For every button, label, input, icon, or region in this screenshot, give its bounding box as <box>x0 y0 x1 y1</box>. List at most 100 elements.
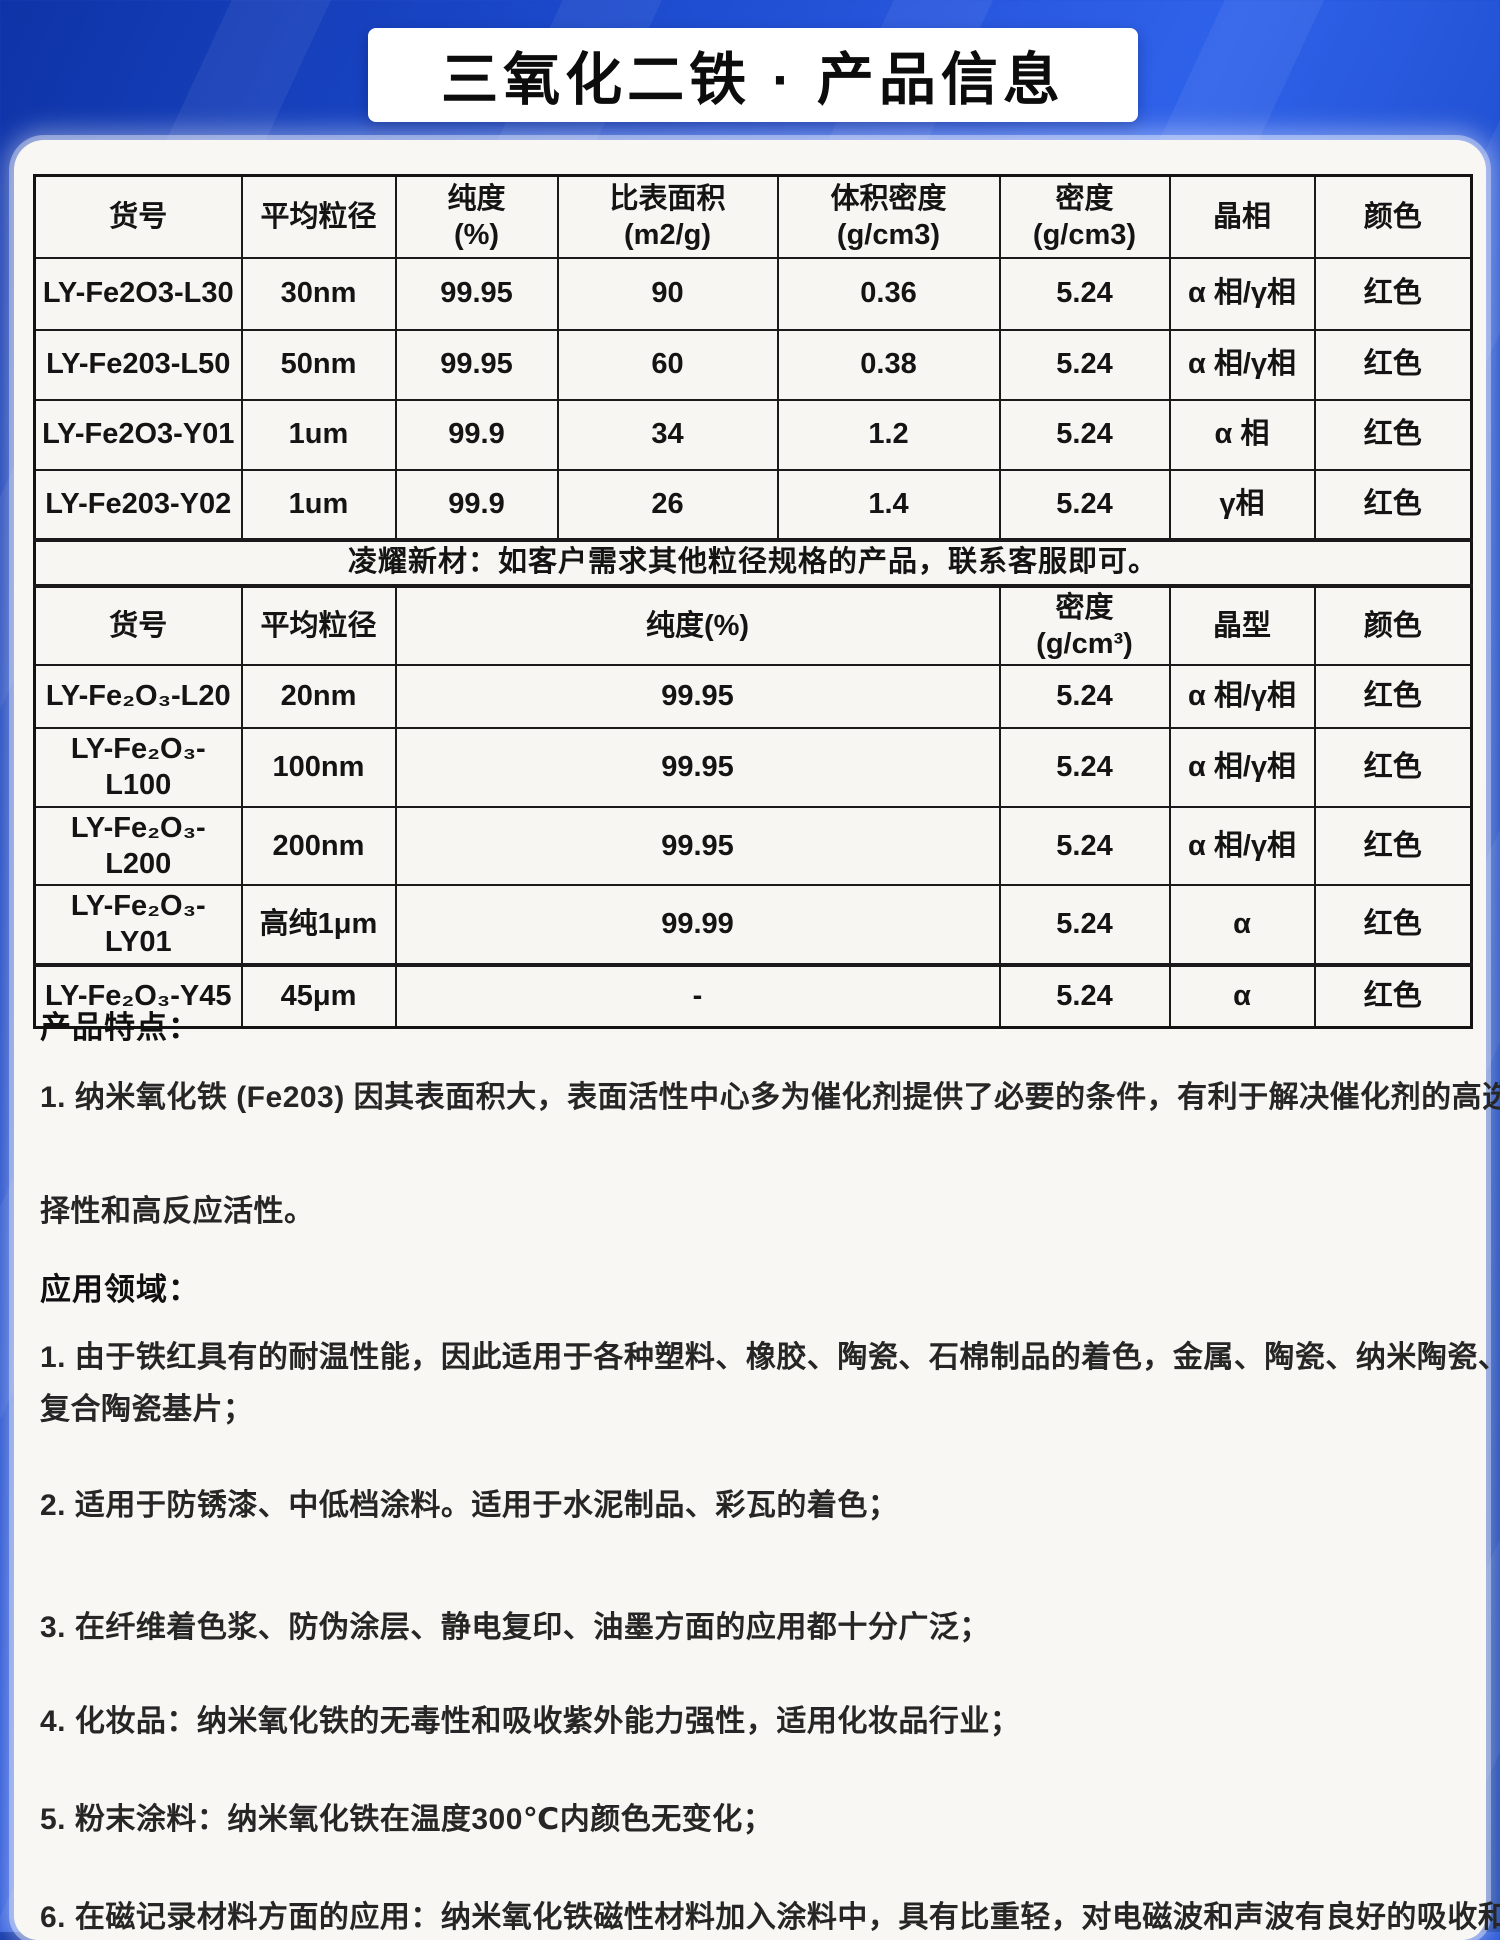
cell-particle-size: 45μm <box>240 962 397 1029</box>
cell-purity: 99.9 <box>394 468 559 541</box>
application-item-6: 6. 在磁记录材料方面的应用：纳米氧化铁磁性材料加入涂料中，具有比重轻，对电磁波… <box>40 1901 1500 1934</box>
features-line-1: 1. 纳米氧化铁 (Fe203) 因其表面积大，表面活性中心多为催化剂提供了必要… <box>40 1081 1500 1114</box>
column-header: 密度 (g/cm3) <box>998 174 1171 259</box>
cell-particle-size: 1um <box>240 398 397 471</box>
cell-item-code: LY-Fe₂O₃-L100 <box>33 727 243 808</box>
cell-bulk-density: 0.38 <box>776 328 1001 401</box>
cell-bulk-density: 1.2 <box>776 398 1001 471</box>
column-header: 颜色 <box>1313 583 1473 666</box>
product-spec-table: 货号 平均粒径 纯度 (%) 比表面积 (m2/g) 体积密度 (g/cm3) … <box>33 174 1473 1029</box>
table1-header-row: 货号 平均粒径 纯度 (%) 比表面积 (m2/g) 体积密度 (g/cm3) … <box>33 174 1473 259</box>
cell-purity: 99.95 <box>394 256 559 331</box>
cell-surface-area: 26 <box>556 468 779 541</box>
table-row-l200: LY-Fe₂O₃-L200 200nm 99.95 5.24 α 相/γ相 红色 <box>33 805 1473 886</box>
cell-density: 5.24 <box>998 727 1171 808</box>
features-line-2: 择性和高反应活性。 <box>40 1195 315 1228</box>
cell-density: 5.24 <box>998 468 1171 541</box>
table-row-l100: LY-Fe₂O₃-L100 100nm 99.95 5.24 α 相/γ相 红色 <box>33 727 1473 808</box>
cell-particle-size: 30nm <box>240 256 397 331</box>
cell-particle-size: 1um <box>240 468 397 541</box>
cell-item-code: LY-Fe2O3-Y01 <box>33 398 243 471</box>
cell-color: 红色 <box>1313 884 1473 966</box>
cell-surface-area: 60 <box>556 328 779 401</box>
cell-color: 红色 <box>1313 805 1473 886</box>
column-header: 货号 <box>33 174 243 259</box>
cell-crystal-type: α 相/γ相 <box>1168 727 1316 808</box>
table-row-y02: LY-Fe203-Y02 1um 99.9 26 1.4 5.24 γ相 红色 <box>33 468 1473 541</box>
application-item-1-line-2: 复合陶瓷基片； <box>40 1393 254 1426</box>
application-item-1-line-1: 1. 由于铁红具有的耐温性能，因此适用于各种塑料、橡胶、陶瓷、石棉制品的着色，金… <box>40 1341 1500 1374</box>
cell-crystal-phase: γ相 <box>1168 468 1316 541</box>
cell-crystal-type: α 相/γ相 <box>1168 664 1316 729</box>
cell-bulk-density: 0.36 <box>776 256 1001 331</box>
cell-color: 红色 <box>1313 727 1473 808</box>
cell-item-code: LY-Fe203-L50 <box>33 328 243 401</box>
cell-color: 红色 <box>1313 256 1473 331</box>
cell-surface-area: 34 <box>556 398 779 471</box>
column-header: 密度 (g/cm³) <box>998 583 1171 666</box>
column-header: 颜色 <box>1313 174 1473 259</box>
cell-purity: 99.95 <box>394 805 1001 886</box>
cell-color: 红色 <box>1313 962 1473 1029</box>
cell-crystal-type: α 相/γ相 <box>1168 805 1316 886</box>
cell-purity: 99.99 <box>394 884 1001 966</box>
cell-particle-size: 200nm <box>240 805 397 886</box>
cell-surface-area: 90 <box>556 256 779 331</box>
application-item-2: 2. 适用于防锈漆、中低档涂料。适用于水泥制品、彩瓦的着色； <box>40 1489 899 1522</box>
cell-crystal-type: α <box>1168 884 1316 966</box>
cell-crystal-type: α <box>1168 962 1316 1029</box>
cell-density: 5.24 <box>998 664 1171 729</box>
cell-color: 红色 <box>1313 398 1473 471</box>
title-banner: 三氧化二铁 · 产品信息 <box>368 28 1138 122</box>
table-row-y45: LY-Fe₂O₃-Y45 45μm - 5.24 α 红色 <box>33 962 1473 1029</box>
column-header: 货号 <box>33 583 243 666</box>
applications-heading: 应用领域： <box>40 1272 200 1307</box>
cell-particle-size: 高纯1μm <box>240 884 397 966</box>
application-item-5: 5. 粉末涂料：纳米氧化铁在温度300℃内颜色无变化； <box>40 1803 774 1836</box>
table-row-l20: LY-Fe₂O₃-L20 20nm 99.95 5.24 α 相/γ相 红色 <box>33 664 1473 729</box>
content-panel: 货号 平均粒径 纯度 (%) 比表面积 (m2/g) 体积密度 (g/cm3) … <box>14 140 1500 1940</box>
cell-color: 红色 <box>1313 328 1473 401</box>
table-row-ly01: LY-Fe₂O₃-LY01 高纯1μm 99.99 5.24 α 红色 <box>33 884 1473 966</box>
cell-item-code: LY-Fe₂O₃-L200 <box>33 805 243 886</box>
notice-row: 凌耀新材：如客户需求其他粒径规格的产品，联系客服即可。 <box>33 537 1473 587</box>
cell-density: 5.24 <box>998 884 1171 966</box>
cell-particle-size: 20nm <box>240 664 397 729</box>
cell-density: 5.24 <box>998 805 1171 886</box>
cell-bulk-density: 1.4 <box>776 468 1001 541</box>
page-title: 三氧化二铁 · 产品信息 <box>441 48 1065 112</box>
notice-text: 凌耀新材：如客户需求其他粒径规格的产品，联系客服即可。 <box>33 537 1473 587</box>
cell-density: 5.24 <box>998 256 1171 331</box>
table-row-l50: LY-Fe203-L50 50nm 99.95 60 0.38 5.24 α 相… <box>33 328 1473 401</box>
table-row-l30: LY-Fe2O3-L30 30nm 99.95 90 0.36 5.24 α 相… <box>33 256 1473 331</box>
cell-crystal-phase: α 相/γ相 <box>1168 328 1316 401</box>
cell-crystal-phase: α 相 <box>1168 398 1316 471</box>
cell-item-code: LY-Fe₂O₃-Y45 <box>33 962 243 1029</box>
cell-density: 5.24 <box>998 328 1171 401</box>
application-item-4: 4. 化妆品：纳米氧化铁的无毒性和吸收紫外能力强性，适用化妆品行业； <box>40 1705 1021 1738</box>
cell-purity: - <box>394 962 1001 1029</box>
cell-item-code: LY-Fe₂O₃-LY01 <box>33 884 243 966</box>
column-header: 平均粒径 <box>240 174 397 259</box>
column-header: 平均粒径 <box>240 583 397 666</box>
cell-color: 红色 <box>1313 468 1473 541</box>
cell-purity: 99.9 <box>394 398 559 471</box>
cell-purity: 99.95 <box>394 727 1001 808</box>
cell-purity: 99.95 <box>394 328 559 401</box>
cell-particle-size: 50nm <box>240 328 397 401</box>
features-heading: 产品特点： <box>40 1010 200 1045</box>
table-row-y01: LY-Fe2O3-Y01 1um 99.9 34 1.2 5.24 α 相 红色 <box>33 398 1473 471</box>
cell-item-code: LY-Fe203-Y02 <box>33 468 243 541</box>
table2-header-row: 货号 平均粒径 纯度(%) 密度 (g/cm³) 晶型 颜色 <box>33 583 1473 666</box>
column-header: 晶型 <box>1168 583 1316 666</box>
application-item-3: 3. 在纤维着色浆、防伪涂层、静电复印、油墨方面的应用都十分广泛； <box>40 1611 990 1644</box>
column-header: 纯度(%) <box>394 583 1001 666</box>
cell-particle-size: 100nm <box>240 727 397 808</box>
cell-item-code: LY-Fe₂O₃-L20 <box>33 664 243 729</box>
cell-density: 5.24 <box>998 398 1171 471</box>
cell-item-code: LY-Fe2O3-L30 <box>33 256 243 331</box>
cell-color: 红色 <box>1313 664 1473 729</box>
cell-purity: 99.95 <box>394 664 1001 729</box>
cell-density: 5.24 <box>998 962 1171 1029</box>
cell-crystal-phase: α 相/γ相 <box>1168 256 1316 331</box>
